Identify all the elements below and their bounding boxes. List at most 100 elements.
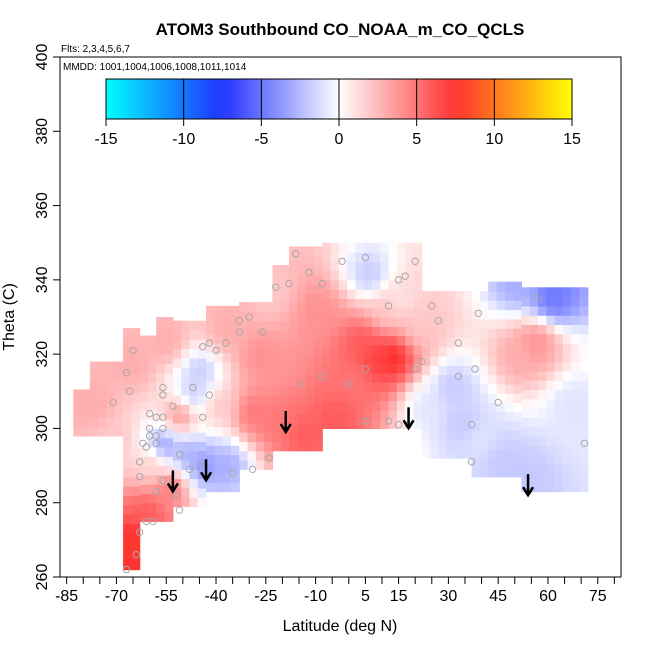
obs-marker [129, 346, 137, 355]
field-cell [189, 320, 199, 331]
field-cell [554, 315, 564, 326]
field-cell [413, 270, 423, 281]
field-cell [579, 305, 589, 316]
field-cell [579, 417, 589, 428]
field-cell [430, 402, 440, 413]
field-cell [197, 478, 207, 489]
field-cell [363, 298, 373, 309]
field-cell [355, 242, 365, 253]
field-cell [139, 512, 149, 522]
field-cell [330, 326, 340, 337]
field-cell [156, 335, 166, 346]
field-cell [446, 448, 456, 459]
field-cell [562, 454, 572, 465]
field-cell [89, 417, 99, 428]
field-cell [98, 398, 108, 409]
field-cell [330, 242, 340, 253]
field-cell [538, 287, 547, 298]
field-cell [289, 404, 298, 415]
field-cell [347, 335, 357, 346]
field-cell [571, 324, 581, 335]
field-cell [214, 315, 224, 326]
x-axis: -85 -70 -55 -40 -25 -10 5 15 30 45 60 75 [55, 577, 615, 605]
field-cell [239, 320, 249, 331]
field-cell [579, 408, 589, 418]
field-cell [413, 252, 423, 262]
field-cell [272, 320, 282, 331]
field-cell [405, 270, 415, 281]
field-cell [571, 370, 581, 381]
down-arrow [166, 470, 179, 494]
field-cell [363, 354, 373, 365]
field-cell [206, 454, 215, 465]
field-cell [405, 242, 415, 253]
field-cell [546, 287, 556, 298]
field-cell [189, 395, 199, 405]
field-cell [554, 324, 564, 335]
field-cell [405, 317, 415, 327]
field-cell [546, 408, 556, 418]
field-cell [546, 454, 556, 465]
field-cell [272, 330, 282, 340]
field-cell [372, 400, 381, 411]
field-cell [230, 305, 240, 316]
field-cell [305, 292, 315, 303]
field-cell [305, 376, 315, 387]
field-cell [305, 265, 315, 275]
field-cell [396, 344, 406, 355]
field-cell [579, 324, 589, 335]
obs-marker [135, 473, 144, 481]
field-cell [139, 437, 149, 448]
field-cell [413, 326, 423, 337]
chart-title: ATOM3 Southbound CO_NOAA_m_CO_QCLS [156, 20, 525, 39]
field-cell [504, 356, 514, 366]
field-cell [255, 330, 265, 340]
field-cell [488, 356, 498, 366]
field-cell [280, 274, 290, 285]
field-cell [496, 328, 506, 339]
field-cell [313, 330, 323, 340]
field-cell [330, 344, 340, 355]
y-tick-label: 260 [34, 564, 51, 591]
obs-marker [361, 253, 370, 262]
field-cell [562, 380, 572, 391]
field-cell [554, 287, 564, 298]
x-tick-label: 45 [489, 588, 507, 605]
field-cell [322, 289, 332, 300]
field-cell [571, 315, 581, 326]
field-cell [347, 307, 357, 318]
field-cell [579, 315, 589, 326]
field-cell [139, 474, 149, 485]
field-cell [430, 346, 440, 357]
field-cell [264, 376, 274, 387]
field-cell [164, 465, 174, 476]
field-cell [164, 326, 174, 337]
field-cell [372, 242, 381, 253]
field-cell [164, 409, 174, 420]
field-cell [123, 448, 132, 459]
field-cell [388, 400, 398, 411]
field-cell [255, 441, 265, 452]
field-cell [488, 374, 498, 385]
field-cell [479, 439, 489, 450]
field-cell [255, 413, 265, 424]
field-cell [471, 421, 481, 431]
field-cell [438, 356, 448, 366]
field-cell [197, 348, 207, 359]
field-cell [139, 344, 149, 355]
field-cell [413, 289, 423, 300]
field-cell [372, 344, 381, 355]
field-cell [363, 326, 373, 337]
field-cell [579, 435, 589, 446]
field-cell [446, 402, 456, 413]
field-cell [405, 298, 415, 309]
obs-marker [135, 458, 144, 466]
field-cell [405, 391, 415, 402]
field-cell [446, 383, 456, 394]
field-cell [430, 383, 440, 394]
field-cell [579, 296, 589, 307]
field-cell [513, 467, 523, 478]
field-cell [172, 357, 182, 368]
field-cell [81, 389, 91, 400]
field-cell [372, 409, 381, 420]
